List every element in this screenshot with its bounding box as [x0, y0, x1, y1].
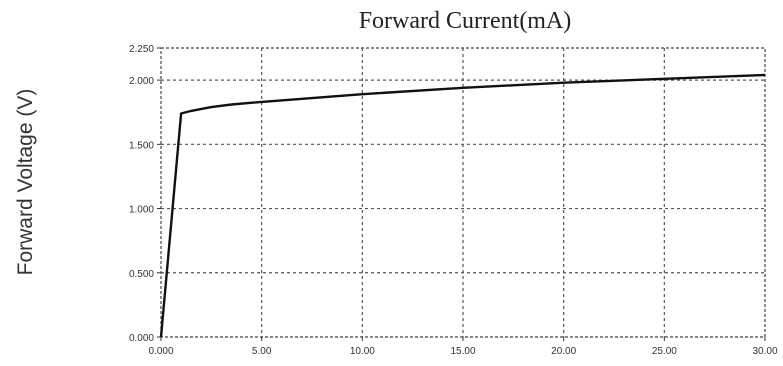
x-tick-label: 20.00 [551, 346, 576, 357]
x-tick-label: 5.00 [252, 346, 272, 357]
y-tick-label: 1.000 [129, 205, 154, 216]
y-tick-label: 0.000 [129, 333, 154, 344]
x-tick-label: 10.00 [350, 346, 375, 357]
chart-title: Forward Current(mA) [358, 8, 572, 34]
x-tick-label: 25.00 [652, 346, 677, 357]
y-tick-label: 2.250 [129, 44, 154, 55]
x-tick-label: 15.00 [450, 346, 475, 357]
x-tick-label: 0.000 [148, 346, 173, 357]
y-tick-label: 1.500 [129, 140, 154, 151]
y-tick-label: 0.500 [129, 269, 154, 280]
y-tick-label: 2.000 [129, 76, 154, 87]
x-tick-label: 30.00 [752, 346, 777, 357]
series-line [159, 73, 766, 338]
